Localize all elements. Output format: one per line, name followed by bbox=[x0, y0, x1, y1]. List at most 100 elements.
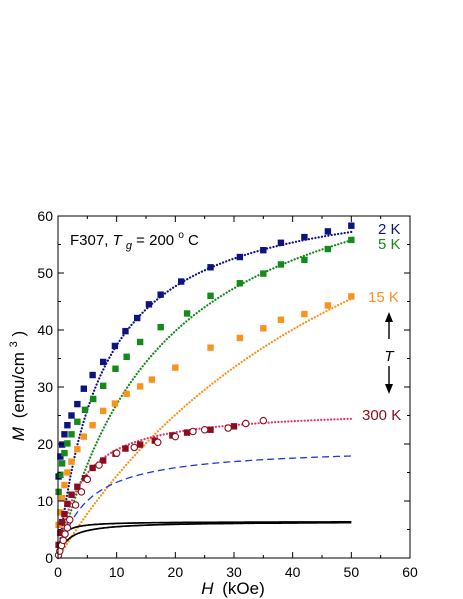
data-point bbox=[81, 406, 89, 413]
data-point bbox=[277, 239, 285, 246]
data-point bbox=[64, 469, 71, 476]
data-point bbox=[90, 395, 97, 403]
y-tick-label: 50 bbox=[37, 265, 53, 281]
data-point bbox=[59, 536, 68, 545]
data-point bbox=[74, 483, 81, 490]
y-axis-symbol: M bbox=[9, 426, 28, 441]
data-point bbox=[172, 364, 179, 371]
data-point bbox=[55, 521, 62, 529]
x-tick-label: 0 bbox=[54, 564, 62, 580]
data-point bbox=[183, 310, 191, 317]
series-label-15k: 15 K bbox=[368, 289, 399, 306]
data-point bbox=[57, 529, 64, 537]
data-point bbox=[68, 431, 75, 438]
tg-unit: C bbox=[188, 232, 199, 249]
data-point bbox=[259, 416, 268, 425]
x-tick-label: 10 bbox=[109, 564, 125, 580]
data-point bbox=[183, 429, 191, 436]
data-point bbox=[260, 247, 267, 254]
x-tick-label: 20 bbox=[168, 564, 184, 580]
data-points bbox=[54, 222, 355, 559]
data-point bbox=[207, 426, 214, 433]
data-point bbox=[74, 400, 81, 408]
data-point bbox=[178, 278, 185, 285]
data-point bbox=[61, 530, 69, 538]
fit-curve bbox=[56, 297, 353, 560]
data-point bbox=[130, 443, 139, 452]
tg-value: = 200 bbox=[136, 232, 174, 249]
y-axis-title: M (emu/cm 3 ) bbox=[2, 331, 28, 441]
data-point bbox=[157, 323, 164, 331]
data-point bbox=[123, 390, 130, 398]
y-tick-label: 40 bbox=[37, 322, 53, 338]
data-point bbox=[64, 500, 71, 508]
data-point bbox=[58, 494, 66, 502]
y-tick-label: 30 bbox=[37, 379, 53, 395]
data-point bbox=[74, 418, 81, 425]
x-axis-unit: (kOe) bbox=[222, 579, 265, 598]
data-point bbox=[68, 491, 75, 498]
x-tick-label: 40 bbox=[285, 564, 301, 580]
data-point bbox=[58, 518, 66, 526]
data-point bbox=[148, 376, 156, 383]
data-point bbox=[99, 457, 107, 464]
data-point bbox=[57, 509, 64, 516]
tg-symbol: T bbox=[113, 232, 124, 249]
arrow-up-head bbox=[385, 312, 393, 322]
data-point bbox=[324, 302, 332, 309]
data-point bbox=[324, 228, 332, 235]
data-point bbox=[224, 424, 232, 432]
y-tick-label: 0 bbox=[45, 550, 53, 566]
data-point bbox=[95, 461, 103, 469]
x-tick-label: 50 bbox=[344, 564, 360, 580]
data-point bbox=[57, 471, 64, 478]
series-label-5k: 5 K bbox=[378, 236, 401, 253]
data-point bbox=[324, 245, 332, 253]
data-point bbox=[277, 261, 285, 268]
data-point bbox=[301, 233, 308, 241]
data-point bbox=[236, 280, 244, 287]
sample-name: F307, bbox=[70, 232, 113, 249]
data-point bbox=[348, 236, 355, 244]
data-point bbox=[77, 488, 86, 496]
data-point bbox=[153, 438, 162, 447]
data-point bbox=[230, 423, 238, 430]
fit-curve bbox=[57, 521, 352, 559]
data-point bbox=[80, 385, 88, 392]
data-point bbox=[236, 334, 244, 342]
data-point bbox=[89, 464, 96, 472]
data-point bbox=[122, 445, 129, 452]
data-point bbox=[61, 510, 68, 518]
data-point bbox=[89, 421, 96, 429]
data-point bbox=[136, 338, 144, 346]
data-point bbox=[63, 524, 72, 532]
data-point bbox=[301, 256, 308, 264]
data-point bbox=[64, 421, 71, 429]
tg-subscript: g bbox=[126, 240, 133, 252]
data-point bbox=[61, 431, 68, 438]
data-point bbox=[58, 460, 66, 467]
data-point bbox=[68, 458, 75, 465]
fit-curve bbox=[57, 455, 352, 559]
data-point bbox=[241, 419, 250, 428]
data-point bbox=[123, 353, 130, 360]
data-point bbox=[57, 453, 64, 460]
x-tick-label: 60 bbox=[402, 564, 418, 580]
data-point bbox=[99, 407, 107, 415]
fit-curve bbox=[56, 417, 353, 560]
data-point bbox=[68, 412, 75, 419]
data-point bbox=[348, 293, 355, 300]
data-point bbox=[112, 449, 121, 457]
data-point bbox=[65, 516, 74, 524]
data-point bbox=[99, 382, 107, 390]
data-point bbox=[134, 314, 141, 322]
series-label-2k: 2 K bbox=[378, 221, 401, 238]
data-point bbox=[74, 445, 81, 453]
fit-curve bbox=[56, 230, 353, 560]
data-point bbox=[136, 383, 144, 390]
x-axis-title: H (kOe) bbox=[201, 579, 265, 598]
axis-ticks bbox=[57, 215, 411, 559]
data-point bbox=[157, 291, 164, 298]
y-axis-unit-close: ) bbox=[9, 331, 28, 337]
